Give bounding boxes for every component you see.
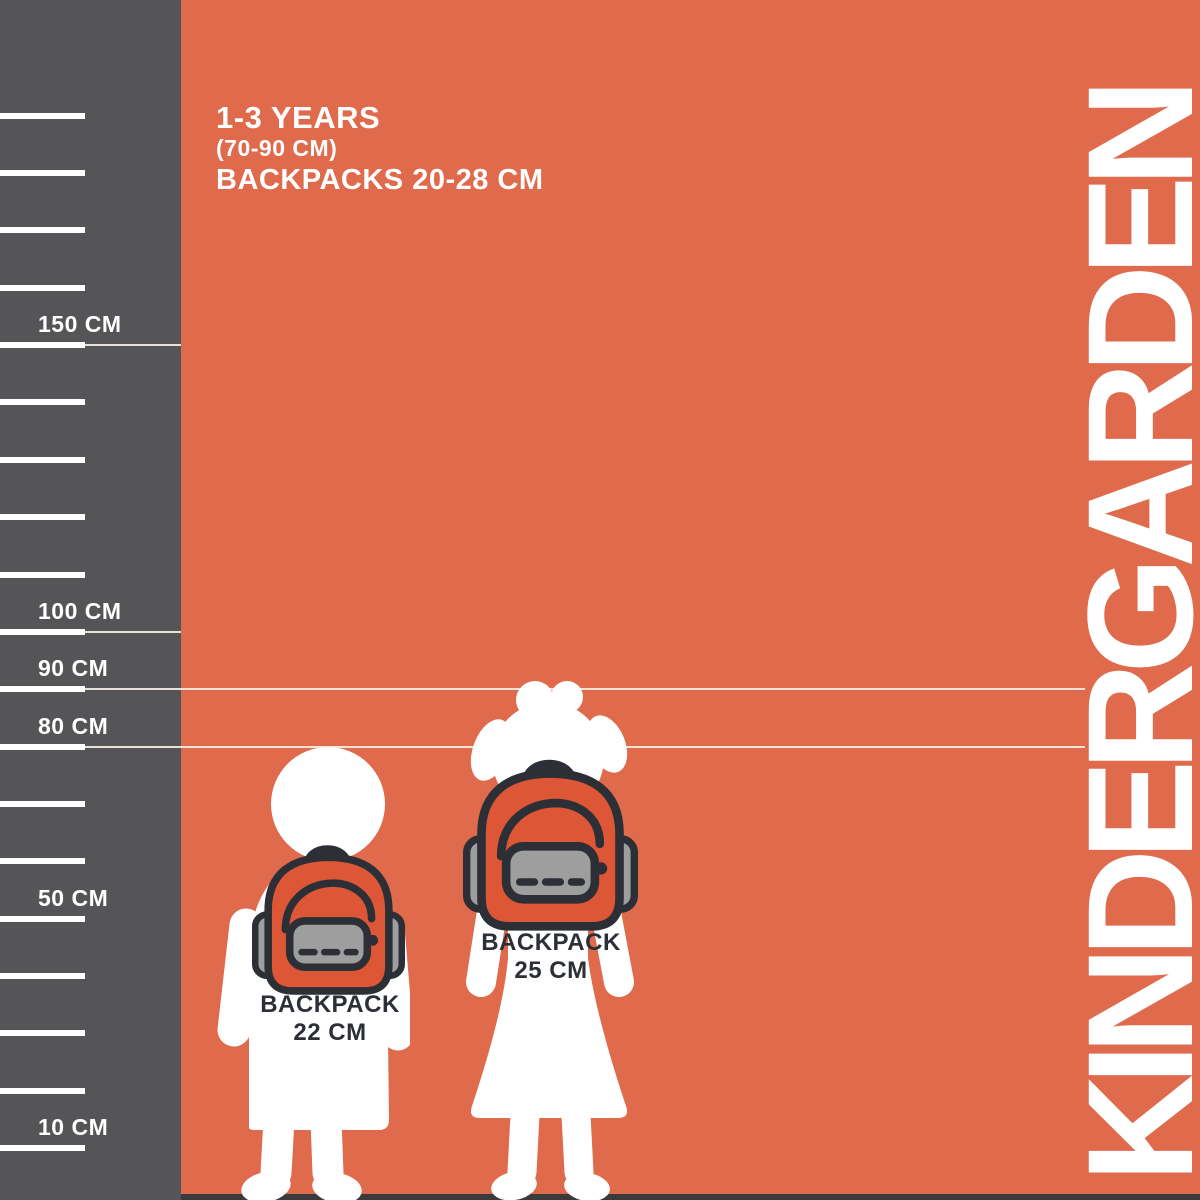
backpack-size-range-text: BACKPACKS 20-28 CM xyxy=(216,164,544,196)
guide-line-100cm xyxy=(85,631,181,633)
toddler-backpack-label: BACKPACK 22 CM xyxy=(230,991,430,1047)
toddler-backpack-label-line2: 22 CM xyxy=(293,1019,367,1046)
ruler-tick xyxy=(0,916,85,922)
ruler-tick-label: 50 CM xyxy=(38,885,109,911)
ruler-tick xyxy=(0,801,85,807)
ruler-tick xyxy=(0,858,85,864)
ruler-tick xyxy=(0,686,85,692)
toddler-backpack-icon xyxy=(252,841,405,1003)
ruler-tick-label: 150 CM xyxy=(38,311,122,337)
ruler-tick-label: 100 CM xyxy=(38,598,122,624)
ruler-tick xyxy=(0,514,85,520)
ruler-tick xyxy=(0,342,85,348)
ruler-tick xyxy=(0,1145,85,1151)
toddler-backpack-label-line1: BACKPACK xyxy=(260,991,400,1018)
ruler-column xyxy=(0,0,181,1200)
bottom-edge-strip xyxy=(181,1194,1200,1200)
ruler-tick xyxy=(0,1088,85,1094)
ruler-tick xyxy=(0,113,85,119)
ruler-tick xyxy=(0,170,85,176)
ruler-tick xyxy=(0,629,85,635)
vertical-title: KINDERGARDEN xyxy=(1055,89,1200,1183)
girl-backpack-label-line1: BACKPACK xyxy=(481,929,621,956)
ruler-tick xyxy=(0,399,85,405)
ruler-tick xyxy=(0,973,85,979)
ruler-tick xyxy=(0,1030,85,1036)
ruler-tick xyxy=(0,572,85,578)
girl-backpack-label-line2: 25 CM xyxy=(514,957,588,984)
ruler-tick xyxy=(0,457,85,463)
age-range-text: 1-3 YEARS xyxy=(216,100,381,135)
header-block: 1-3 YEARS (70-90 CM) BACKPACKS 20-28 CM xyxy=(216,101,544,198)
girl-backpack-label: BACKPACK 25 CM xyxy=(451,929,651,985)
girl-backpack-icon xyxy=(463,755,638,940)
ruler-tick xyxy=(0,744,85,750)
height-range-text: (70-90 CM) xyxy=(216,135,338,161)
guide-line-90cm xyxy=(85,688,1085,690)
ruler-tick xyxy=(0,227,85,233)
guide-line-150cm xyxy=(85,344,181,346)
ruler-tick-label: 90 CM xyxy=(38,655,109,681)
ruler-tick-label: 10 CM xyxy=(38,1114,109,1140)
ruler-tick-label: 80 CM xyxy=(38,713,109,739)
ruler-tick xyxy=(0,285,85,291)
